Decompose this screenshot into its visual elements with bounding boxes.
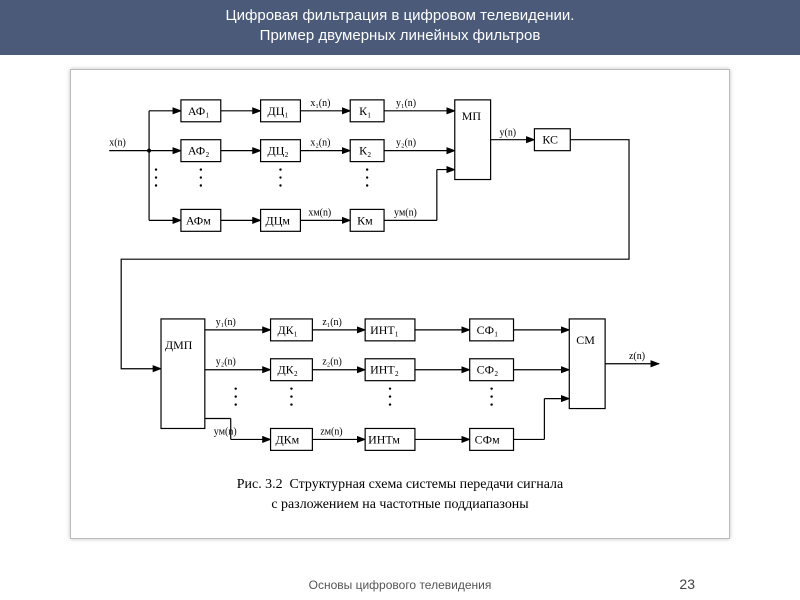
- svg-text:АФ₂: АФ₂: [188, 143, 209, 157]
- block-dmp: [161, 318, 205, 428]
- slide-header: Цифровая фильтрация в цифровом телевиден…: [0, 0, 800, 55]
- block-diagram: x(n) АФ₁ ДЦ₁ x₁(n) К₁ y₁(n) АФ₂ ДЦ₂ x₂(n…: [71, 70, 729, 538]
- figure-caption-line2: с разложением на частотные поддиапазоны: [271, 497, 529, 512]
- svg-text:z₂(n): z₂(n): [322, 356, 341, 367]
- svg-text:y₂(n): y₂(n): [396, 137, 416, 148]
- svg-text:СМ: СМ: [576, 332, 595, 346]
- header-line2: Пример двумерных линейных фильтров: [0, 26, 800, 46]
- page-number: 23: [679, 576, 695, 592]
- vdots-top: [155, 168, 368, 186]
- svg-text:СФ₁: СФ₁: [477, 322, 499, 336]
- label-xn: x(n): [109, 137, 126, 148]
- svg-text:К₂: К₂: [359, 143, 371, 157]
- svg-text:zм(n): zм(n): [320, 426, 342, 437]
- svg-text:АФм: АФм: [186, 213, 211, 227]
- svg-text:ДКм: ДКм: [276, 432, 300, 446]
- svg-text:y₁(n): y₁(n): [396, 97, 416, 108]
- svg-text:ДЦ₁: ДЦ₁: [268, 103, 289, 117]
- svg-text:x₂(n): x₂(n): [310, 137, 330, 148]
- svg-text:КС: КС: [542, 132, 558, 146]
- svg-text:ИНТ₁: ИНТ₁: [370, 322, 399, 336]
- svg-text:Км: Км: [357, 213, 373, 227]
- svg-text:ИНТ₂: ИНТ₂: [370, 362, 399, 376]
- svg-text:К₁: К₁: [359, 103, 371, 117]
- svg-text:ДК₁: ДК₁: [278, 322, 298, 336]
- header-line1: Цифровая фильтрация в цифровом телевиден…: [0, 6, 800, 26]
- figure-caption-line1: Рис. 3.2 Структурная схема системы перед…: [237, 477, 563, 492]
- svg-text:x₁(n): x₁(n): [310, 97, 330, 108]
- svg-text:МП: МП: [462, 108, 482, 122]
- svg-text:y(n): y(n): [500, 127, 517, 138]
- vdots-bottom: [235, 387, 493, 405]
- svg-text:СФ₂: СФ₂: [477, 362, 499, 376]
- svg-text:z(n): z(n): [629, 350, 645, 361]
- svg-text:ДЦ₂: ДЦ₂: [268, 143, 289, 157]
- svg-text:yм(n): yм(n): [394, 207, 417, 218]
- svg-text:yм(n): yм(n): [214, 426, 237, 437]
- svg-text:xм(n): xм(n): [308, 207, 331, 218]
- svg-text:y₂(n): y₂(n): [216, 356, 236, 367]
- svg-text:y₁(n): y₁(n): [216, 316, 236, 327]
- svg-text:АФ₁: АФ₁: [188, 103, 209, 117]
- svg-text:z₁(n): z₁(n): [322, 316, 341, 327]
- svg-text:СФм: СФм: [475, 432, 500, 446]
- diagram-container: x(n) АФ₁ ДЦ₁ x₁(n) К₁ y₁(n) АФ₂ ДЦ₂ x₂(n…: [70, 69, 730, 539]
- svg-text:ДМП: ДМП: [165, 337, 193, 351]
- svg-text:ИНТм: ИНТм: [368, 432, 400, 446]
- svg-text:ДК₂: ДК₂: [278, 362, 298, 376]
- svg-text:ДЦм: ДЦм: [266, 213, 291, 227]
